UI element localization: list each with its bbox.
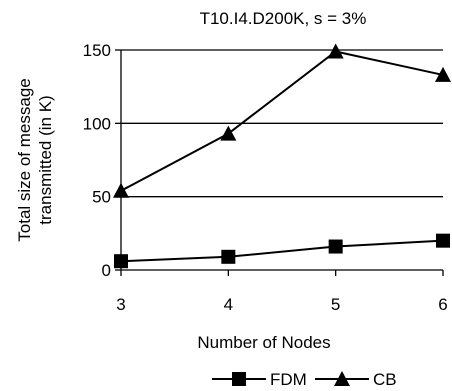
y-axis-label-line-2: transmitted (in K) bbox=[36, 95, 55, 224]
series-line-fdm bbox=[120, 239, 444, 263]
y-tick-label-3: 150 bbox=[83, 41, 111, 60]
series-layer bbox=[113, 43, 451, 269]
legend-item-fdm: FDM bbox=[212, 370, 307, 389]
point-fdm-3 bbox=[436, 233, 450, 248]
chart-title: T10.I4.D200K, s = 3% bbox=[200, 9, 367, 28]
x-tick-label-1: 4 bbox=[224, 295, 233, 314]
point-fdm-1 bbox=[221, 249, 236, 264]
x-axis-label: Number of Nodes bbox=[197, 333, 330, 352]
point-fdm-0 bbox=[114, 254, 128, 269]
x-ticks: 3 4 5 6 bbox=[116, 270, 448, 314]
y-tick-label-1: 50 bbox=[92, 188, 111, 207]
x-tick-label-3: 6 bbox=[438, 295, 447, 314]
legend-marker-cb bbox=[334, 371, 350, 386]
point-cb-3 bbox=[435, 66, 451, 82]
point-cb-2 bbox=[327, 43, 344, 59]
y-ticks: 0 50 100 150 bbox=[83, 41, 121, 280]
y-tick-label-2: 100 bbox=[83, 114, 111, 133]
point-cb-0 bbox=[113, 182, 129, 198]
point-fdm-2 bbox=[328, 239, 343, 254]
series-cb bbox=[113, 43, 451, 198]
legend-marker-fdm bbox=[232, 372, 246, 386]
point-cb-1 bbox=[220, 125, 237, 141]
series-line-cb bbox=[120, 50, 444, 192]
y-axis-label-line-1: Total size of message bbox=[15, 78, 34, 241]
legend: FDM CB bbox=[212, 370, 397, 389]
series-fdm bbox=[114, 233, 450, 269]
legend-label-fdm: FDM bbox=[270, 370, 307, 389]
axes bbox=[120, 50, 443, 271]
legend-label-cb: CB bbox=[373, 370, 397, 389]
legend-item-cb: CB bbox=[315, 370, 397, 389]
gridlines bbox=[121, 49, 443, 198]
x-tick-label-2: 5 bbox=[331, 295, 340, 314]
y-tick-label-0: 0 bbox=[102, 261, 111, 280]
y-axis-label: Total size of message transmitted (in K) bbox=[15, 78, 55, 241]
x-tick-label-0: 3 bbox=[116, 295, 125, 314]
